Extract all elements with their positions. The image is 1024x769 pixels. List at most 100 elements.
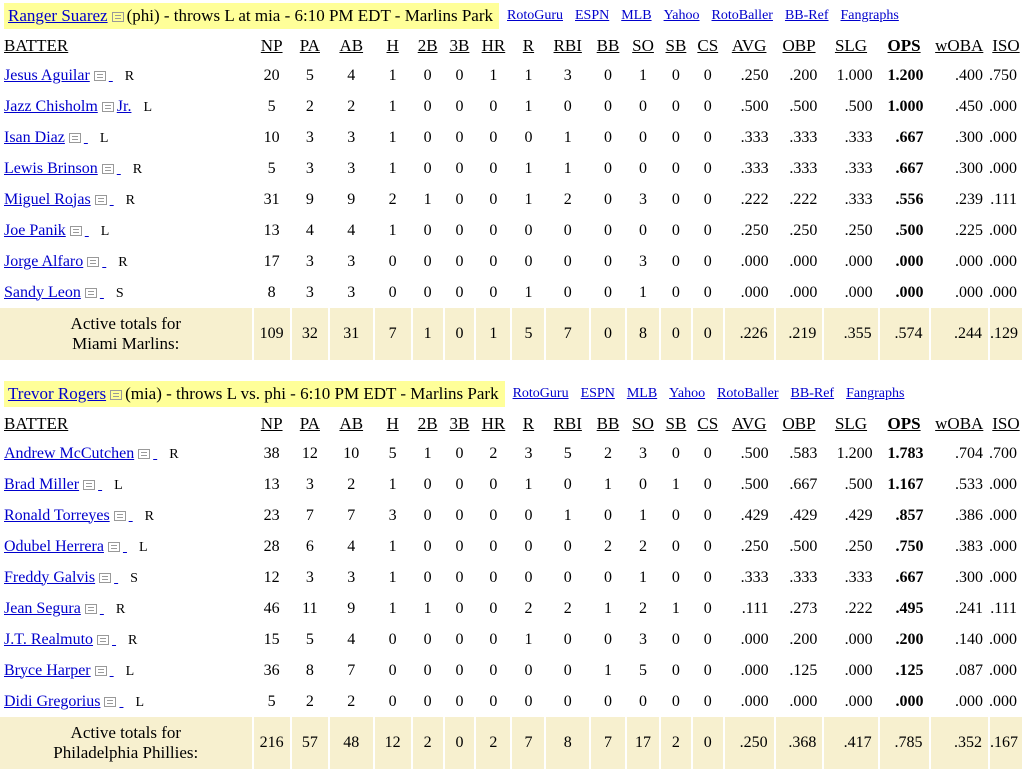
column-header-ops[interactable]: OPS (887, 414, 921, 433)
note-icon[interactable] (87, 256, 100, 267)
note-icon[interactable] (104, 696, 117, 707)
column-header-batter[interactable]: BATTER (4, 414, 69, 433)
batter-suffix-link[interactable] (117, 160, 121, 177)
column-header-slg[interactable]: SLG (834, 36, 868, 55)
column-header-obp[interactable]: OBP (782, 36, 816, 55)
batter-name-link[interactable]: Andrew McCutchen (4, 444, 135, 462)
note-icon[interactable] (107, 541, 120, 552)
note-icon[interactable] (93, 70, 106, 81)
note-icon[interactable] (97, 634, 110, 645)
link-mlb[interactable]: MLB (621, 8, 652, 23)
link-yahoo[interactable]: Yahoo (663, 8, 700, 23)
column-header-rbi[interactable]: RBI (553, 414, 582, 433)
batter-suffix-link[interactable] (123, 538, 127, 555)
link-rotoballer[interactable]: RotoBaller (711, 8, 773, 23)
batter-suffix-link[interactable] (110, 191, 114, 208)
link-fangraphs[interactable]: Fangraphs (840, 8, 899, 23)
column-header-pa[interactable]: PA (299, 414, 320, 433)
note-icon[interactable] (84, 287, 97, 298)
link-rotoguru[interactable]: RotoGuru (512, 386, 569, 401)
column-header-ops[interactable]: OPS (887, 36, 921, 55)
column-header-sb[interactable]: SB (665, 36, 687, 55)
column-header-pa[interactable]: PA (299, 36, 320, 55)
batter-name-link[interactable]: Ronald Torreyes (4, 506, 110, 524)
batter-name-link[interactable]: Brad Miller (4, 475, 80, 493)
column-header-rbi[interactable]: RBI (553, 36, 582, 55)
note-icon[interactable] (84, 603, 97, 614)
note-icon[interactable] (83, 479, 96, 490)
column-header-r[interactable]: R (522, 36, 535, 55)
batter-suffix-link[interactable] (98, 476, 102, 493)
batter-suffix-link[interactable] (109, 67, 113, 84)
batter-name-link[interactable]: Miguel Rojas (4, 190, 91, 208)
column-header-so[interactable]: SO (632, 36, 654, 55)
link-rotoguru[interactable]: RotoGuru (507, 8, 563, 23)
note-icon[interactable] (94, 194, 107, 205)
column-header-hr[interactable]: HR (481, 36, 506, 55)
column-header-np[interactable]: NP (260, 36, 283, 55)
batter-name-link[interactable]: Jesus Aguilar (4, 66, 90, 84)
column-header-sb[interactable]: SB (665, 414, 687, 433)
note-icon[interactable] (99, 572, 112, 583)
link-mlb[interactable]: MLB (626, 386, 658, 401)
batter-suffix-link[interactable] (100, 600, 104, 617)
link-rotoballer[interactable]: RotoBaller (717, 386, 779, 401)
column-header-woba[interactable]: wOBA (935, 414, 984, 433)
column-header-iso[interactable]: ISO (992, 36, 1020, 55)
batter-suffix-link[interactable] (119, 693, 123, 710)
column-header-h[interactable]: H (386, 414, 399, 433)
column-header-bb[interactable]: BB (596, 36, 620, 55)
batter-name-link[interactable]: Sandy Leon (4, 283, 81, 301)
note-icon[interactable] (68, 132, 81, 143)
column-header-2b[interactable]: 2B (417, 36, 438, 55)
column-header-cs[interactable]: CS (697, 414, 719, 433)
link-espn[interactable]: ESPN (575, 8, 610, 23)
batter-suffix-link[interactable] (153, 445, 157, 462)
column-header-cs[interactable]: CS (697, 36, 719, 55)
batter-name-link[interactable]: Didi Gregorius (4, 692, 101, 710)
batter-name-link[interactable]: Bryce Harper (4, 661, 91, 679)
column-header-2b[interactable]: 2B (417, 414, 438, 433)
link-fangraphs[interactable]: Fangraphs (846, 386, 905, 401)
batter-suffix-link[interactable] (110, 662, 114, 679)
batter-suffix-link[interactable] (84, 129, 88, 146)
column-header-avg[interactable]: AVG (731, 36, 767, 55)
column-header-so[interactable]: SO (632, 414, 654, 433)
batter-suffix-link[interactable] (100, 284, 104, 301)
column-header-slg[interactable]: SLG (834, 414, 868, 433)
link-bb-ref[interactable]: BB-Ref (790, 386, 835, 401)
batter-name-link[interactable]: Jazz Chisholm (4, 97, 98, 115)
column-header-ab[interactable]: AB (339, 414, 364, 433)
note-icon[interactable] (111, 12, 124, 22)
note-icon[interactable] (101, 163, 114, 174)
batter-name-link[interactable]: Jorge Alfaro (4, 252, 84, 270)
note-icon[interactable] (113, 510, 126, 521)
batter-name-link[interactable]: Isan Diaz (4, 128, 65, 146)
pitcher-link[interactable]: Trevor Rogers (8, 384, 107, 403)
column-header-iso[interactable]: ISO (992, 414, 1020, 433)
column-header-woba[interactable]: wOBA (935, 36, 984, 55)
link-bb-ref[interactable]: BB-Ref (784, 8, 829, 23)
batter-name-link[interactable]: Odubel Herrera (4, 537, 104, 555)
link-espn[interactable]: ESPN (580, 386, 615, 401)
note-icon[interactable] (69, 225, 82, 236)
batter-suffix-link[interactable] (112, 631, 116, 648)
column-header-bb[interactable]: BB (596, 414, 620, 433)
batter-suffix-link[interactable] (129, 507, 133, 524)
batter-name-link[interactable]: Jean Segura (4, 599, 81, 617)
note-icon[interactable] (101, 101, 114, 112)
pitcher-link[interactable]: Ranger Suarez (8, 6, 108, 25)
batter-suffix-link[interactable] (85, 222, 89, 239)
column-header-r[interactable]: R (522, 414, 535, 433)
note-icon[interactable] (110, 390, 123, 400)
batter-suffix-link[interactable] (114, 569, 118, 586)
column-header-hr[interactable]: HR (481, 414, 506, 433)
batter-suffix-link[interactable] (102, 253, 106, 270)
column-header-3b[interactable]: 3B (449, 414, 470, 433)
column-header-h[interactable]: H (386, 36, 399, 55)
column-header-np[interactable]: NP (260, 414, 283, 433)
column-header-ab[interactable]: AB (339, 36, 364, 55)
column-header-3b[interactable]: 3B (449, 36, 470, 55)
batter-name-link[interactable]: Joe Panik (4, 221, 66, 239)
column-header-avg[interactable]: AVG (731, 414, 767, 433)
